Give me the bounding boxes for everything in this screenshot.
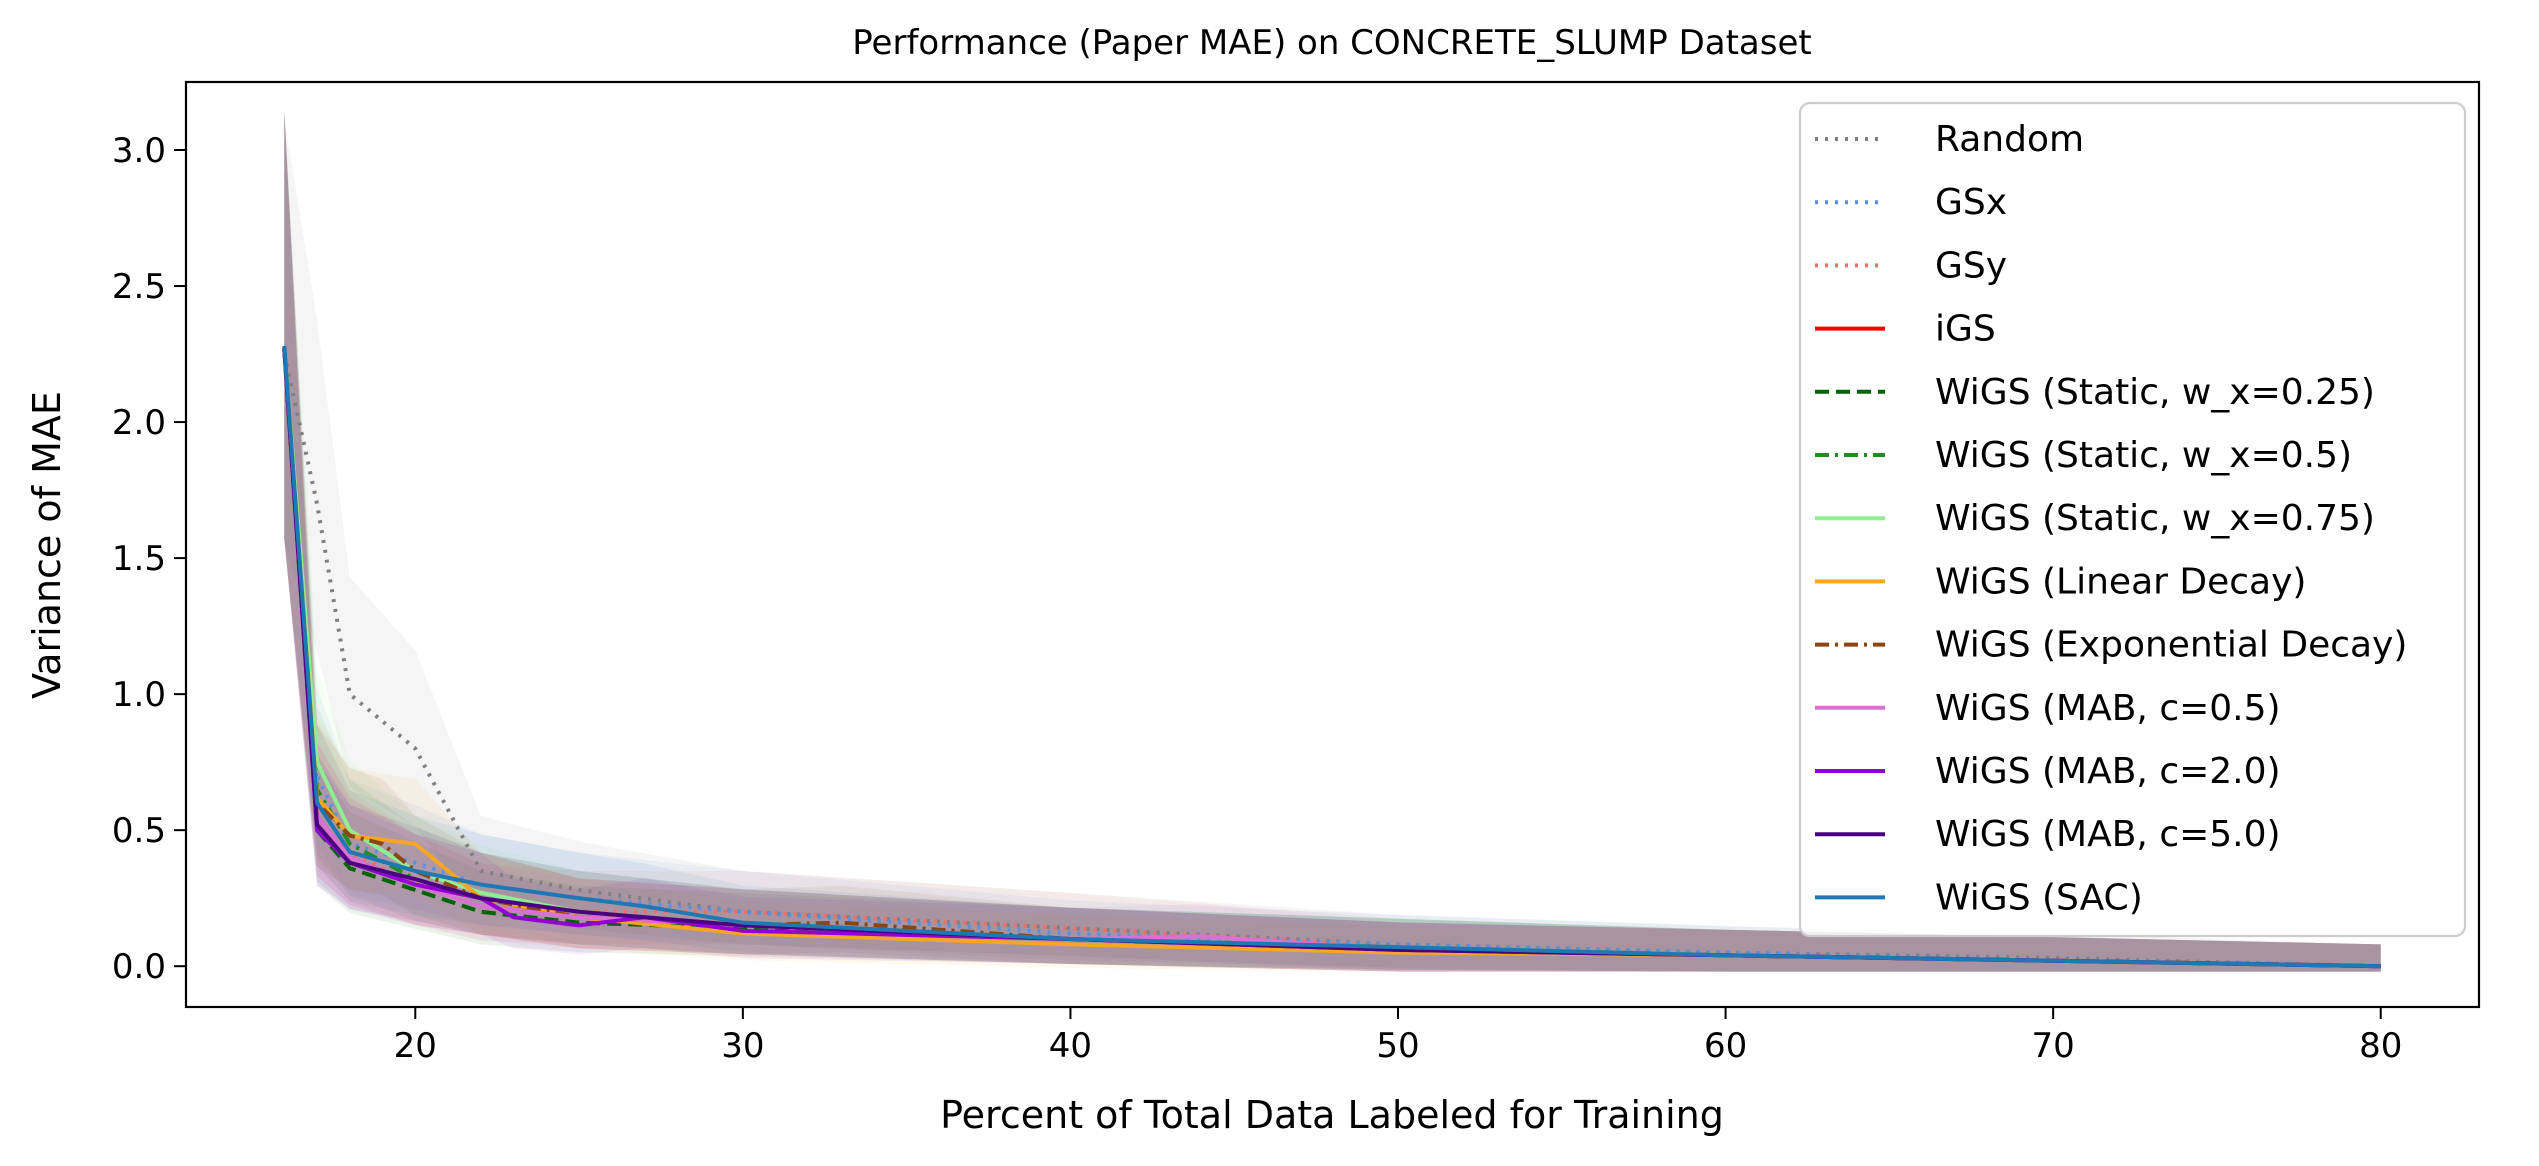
x-tick-label: 30 (721, 1026, 764, 1066)
x-tick-label: 20 (394, 1026, 437, 1066)
y-axis: 0.0 0.5 1.0 1.5 2.0 2.5 3.0 (112, 131, 186, 987)
legend-label: WiGS (Static, w_x=0.75) (1935, 498, 2375, 539)
x-axis-label: Percent of Total Data Labeled for Traini… (940, 1093, 1724, 1137)
legend: Random GSx GSy iGS WiGS (Static, w_x=0.25) Wi… (1798, 101, 2467, 938)
series-lines (282, 345, 2381, 969)
x-tick-label: 50 (1376, 1026, 1419, 1066)
legend-box (1798, 101, 2467, 938)
chart-title: Performance (Paper MAE) on CONCRETE_SLUM… (852, 23, 1811, 63)
x-tick-label: 80 (2359, 1026, 2402, 1066)
y-tick-label: 0.0 (112, 947, 166, 987)
legend-label: WiGS (Exponential Decay) (1935, 625, 2407, 666)
plot-frame (184, 80, 2481, 1009)
legend-label: GSx (1935, 182, 2007, 223)
legend-label: WiGS (Static, w_x=0.5) (1935, 435, 2352, 476)
legend-label: WiGS (SAC) (1935, 877, 2143, 918)
x-tick-label: 60 (1704, 1026, 1747, 1066)
legend-label: GSy (1935, 245, 2007, 286)
x-axis: 20 30 40 50 60 70 80 (394, 1007, 2402, 1066)
x-tick-label: 40 (1049, 1026, 1092, 1066)
legend-label: WiGS (MAB, c=5.0) (1935, 814, 2281, 855)
y-axis-label: Variance of MAE (25, 391, 69, 699)
legend-label: WiGS (Linear Decay) (1935, 561, 2306, 602)
y-tick-label: 0.5 (112, 811, 166, 851)
y-tick-label: 3.0 (112, 131, 166, 171)
legend-label: WiGS (MAB, c=2.0) (1935, 751, 2281, 792)
series-line (282, 345, 2381, 969)
y-tick-label: 2.5 (112, 267, 166, 307)
y-tick-label: 2.0 (112, 403, 166, 443)
y-tick-label: 1.0 (112, 675, 166, 715)
legend-label: Random (1935, 119, 2084, 160)
legend-label: WiGS (MAB, c=0.5) (1935, 688, 2281, 729)
y-tick-label: 1.5 (112, 539, 166, 579)
legend-label: iGS (1935, 309, 1996, 350)
x-tick-label: 70 (2032, 1026, 2075, 1066)
legend-label: WiGS (Static, w_x=0.25) (1935, 372, 2375, 413)
